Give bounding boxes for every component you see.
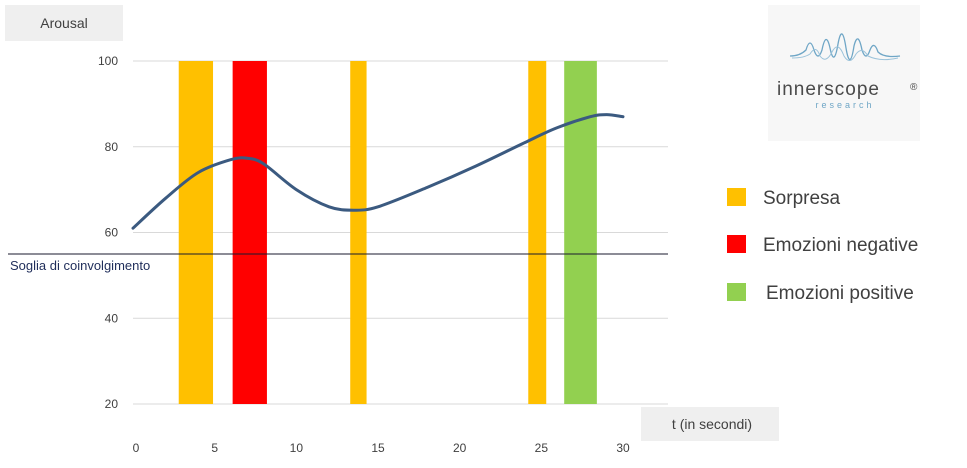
bar-4-sorpresa [528, 61, 547, 404]
y-tick-40: 40 [105, 311, 119, 325]
xlabel-box [641, 407, 779, 441]
legend-label-sorpresa: Sorpresa [763, 188, 841, 209]
arousal-line-group [131, 113, 625, 230]
x-tick-20: 20 [453, 441, 467, 455]
bar-1-sorpresa [178, 61, 214, 404]
logo-subtitle: research [815, 100, 874, 110]
logo-registered-mark: ® [910, 82, 918, 93]
x-tick-0: 0 [133, 441, 140, 455]
logo-background [768, 5, 920, 141]
legend-swatch-sorpresa [727, 188, 746, 206]
ylabel-box [5, 5, 123, 41]
y-tick-100: 100 [98, 54, 118, 68]
logo-wave [789, 33, 901, 61]
logo-wordmark: innerscope [777, 79, 880, 100]
threshold-label: Soglia di coinvolgimento [10, 258, 150, 273]
arousal-line [131, 113, 625, 230]
logo-wave-2 [791, 46, 899, 61]
y-tick-80: 80 [105, 140, 119, 154]
x-axis-label: t (in secondi) [672, 416, 752, 432]
x-tick-30: 30 [616, 441, 630, 455]
innerscope-logo: innerscope ® research [768, 5, 920, 141]
bars [178, 61, 597, 404]
y-axis-label: Arousal [40, 15, 87, 31]
legend: Sorpresa Emozioni negative Emozioni positi… [727, 188, 918, 304]
y-tick-20: 20 [105, 397, 119, 411]
x-tick-5: 5 [211, 441, 218, 455]
bar-5-emozioni-positive [564, 61, 597, 404]
threshold-group: Soglia di coinvolgimento [8, 253, 668, 273]
bar-3-sorpresa [350, 61, 367, 404]
x-tick-15: 15 [371, 441, 385, 455]
legend-swatch-emozioni-negative [727, 235, 746, 253]
legend-label-emozioni-negative: Emozioni negative [763, 235, 918, 256]
y-tick-labels: 20 40 60 80 100 [98, 54, 118, 411]
legend-swatch-emozioni-positive [727, 283, 746, 301]
bar-2-emozioni-negative [232, 61, 267, 404]
legend-label-emozioni-positive: Emozioni positive [766, 283, 914, 304]
x-tick-labels: 0 5 10 15 20 25 30 [133, 441, 630, 455]
x-tick-25: 25 [535, 441, 549, 455]
y-tick-60: 60 [105, 226, 119, 240]
x-tick-10: 10 [290, 441, 304, 455]
